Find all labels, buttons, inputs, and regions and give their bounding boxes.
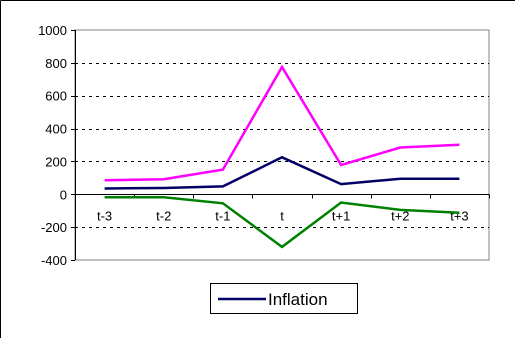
y-tick-labels: -400 -200 0 200 400 600 800 1000 bbox=[38, 23, 67, 268]
y-tick-label: -200 bbox=[41, 220, 67, 235]
y-tick-label: 0 bbox=[60, 187, 67, 202]
legend: Inflation bbox=[211, 284, 358, 314]
y-tick-label: 600 bbox=[45, 89, 67, 104]
x-tick-label: t-1 bbox=[215, 209, 230, 224]
y-tick-label: 400 bbox=[45, 122, 67, 137]
series-line-2 bbox=[105, 67, 460, 180]
x-tick-label: t+1 bbox=[332, 209, 350, 224]
legend-label: Inflation bbox=[268, 290, 328, 309]
x-tick-label: t+3 bbox=[450, 209, 468, 224]
y-tick-label: -400 bbox=[41, 253, 67, 268]
x-tick-label: t-3 bbox=[97, 209, 112, 224]
x-tick-label: t bbox=[280, 209, 284, 224]
y-tick-label: 1000 bbox=[38, 23, 67, 38]
y-tick-label: 800 bbox=[45, 56, 67, 71]
y-tick-label: 200 bbox=[45, 154, 67, 169]
x-tick-label: t-2 bbox=[156, 209, 171, 224]
